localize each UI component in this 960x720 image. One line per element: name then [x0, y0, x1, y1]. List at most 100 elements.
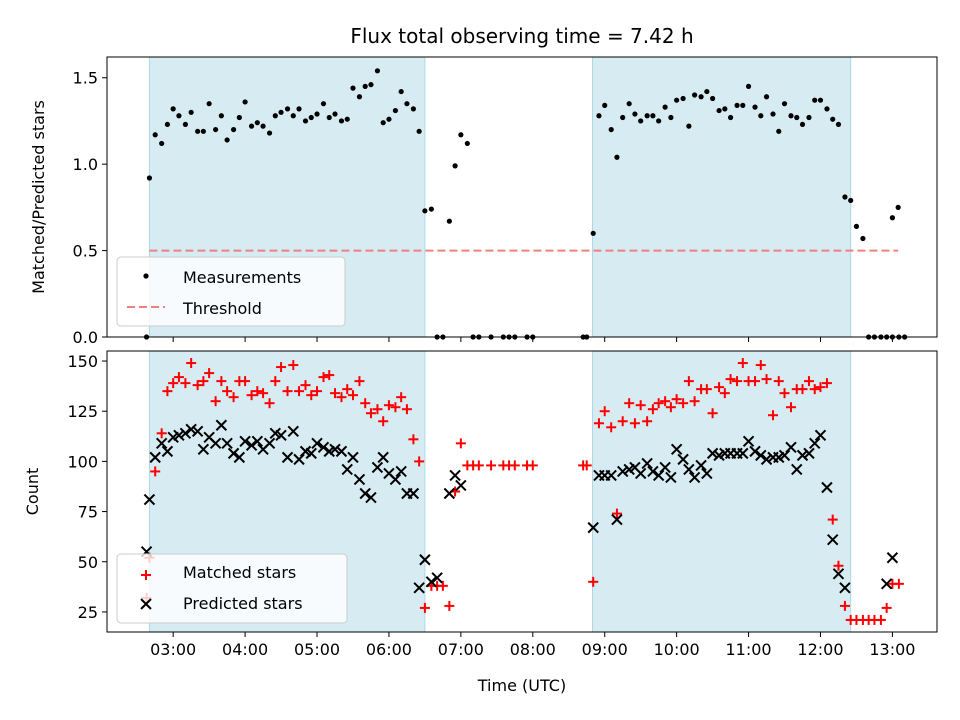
legend-threshold-label: Threshold: [182, 299, 262, 318]
measurement-point: [314, 111, 320, 117]
predicted-star-point: [353, 473, 366, 486]
predicted-star-point-b: [755, 449, 767, 462]
x-tick-label: 08:00: [510, 640, 556, 659]
predicted-star-point-b: [329, 443, 341, 456]
matched-star-point: [768, 410, 779, 421]
measurement-point: [776, 128, 782, 134]
predicted-star-point: [443, 487, 456, 500]
predicted-star-point-b: [335, 445, 348, 458]
measurement-point: [164, 121, 171, 128]
measurement-point: [452, 163, 458, 169]
measurement-point: [159, 140, 165, 147]
matched-star-point: [581, 460, 592, 471]
measurement-point: [320, 101, 327, 107]
predicted-star-point-b: [365, 491, 377, 504]
predicted-star-point-b: [791, 463, 803, 476]
predicted-star-point: [365, 491, 377, 504]
measurement-point: [380, 120, 386, 126]
measurement-point: [338, 118, 345, 124]
predicted-star-point-b: [886, 552, 899, 564]
matched-star-point: [192, 380, 203, 391]
predicted-star-point-b: [293, 453, 305, 466]
predicted-star-point: [215, 419, 228, 431]
matched-star-point: [282, 386, 293, 397]
matched-star-point: [258, 388, 269, 399]
measurement-point: [416, 128, 422, 134]
matched-star-point: [372, 404, 383, 415]
matched-star-point: [246, 390, 257, 401]
matched-star-point: [629, 418, 640, 429]
matched-star-point: [893, 578, 904, 589]
x-tick-label: 13:00: [869, 640, 915, 659]
predicted-star-point: [155, 437, 168, 450]
predicted-star-point-b: [299, 445, 312, 458]
measurement-point: [266, 130, 273, 136]
matched-star-point: [707, 408, 718, 419]
measurement-point: [812, 97, 818, 103]
matched-star-point: [378, 416, 389, 427]
measurement-point: [698, 94, 704, 100]
predicted-star-point-b: [760, 453, 773, 466]
matched-star-point: [204, 368, 215, 379]
predicted-star-point: [179, 427, 192, 439]
predicted-star-point-b: [629, 461, 641, 474]
measurement-point: [464, 140, 470, 147]
matched-star-point: [611, 508, 622, 519]
measurement-point: [458, 132, 464, 138]
matched-star-point: [881, 602, 892, 613]
predicted-star-point-b: [245, 439, 258, 452]
measurement-point: [446, 218, 452, 224]
matched-star-point: [312, 386, 323, 397]
predicted-star-point: [449, 469, 461, 482]
predicted-star-point-b: [652, 469, 665, 482]
predicted-star-point: [185, 423, 197, 435]
predicted-star-point-b: [611, 513, 623, 526]
matched-star-point: [689, 396, 700, 407]
measurement-point: [763, 94, 770, 100]
matched-star-point: [150, 466, 161, 477]
matched-star-point: [737, 358, 748, 369]
predicted-star-point-b: [143, 493, 156, 506]
measurement-point: [308, 114, 314, 121]
matched-star-point: [642, 416, 653, 427]
measurement-point: [344, 116, 350, 122]
predicted-star-point-b: [814, 429, 827, 442]
predicted-star-point: [665, 471, 677, 484]
predicted-star-point-b: [239, 435, 251, 448]
measurement-point: [404, 101, 410, 107]
matched-star-point: [365, 408, 376, 419]
predicted-star-point: [778, 449, 791, 462]
measurement-point: [206, 101, 212, 107]
measurement-point: [374, 68, 381, 74]
matched-star-point: [401, 404, 412, 415]
measurement-point: [835, 121, 842, 128]
measurement-point: [284, 106, 291, 112]
matched-star-point: [408, 434, 419, 445]
bottom-y-tick-label: 125: [67, 402, 98, 421]
top-y-tick-label: 0.5: [73, 242, 98, 261]
predicted-star-point: [647, 465, 659, 478]
predicted-star-point: [701, 467, 713, 480]
matched-star-point: [833, 560, 844, 571]
measurement-point: [758, 113, 764, 119]
matched-star-point: [329, 388, 340, 399]
measurement-point: [686, 123, 692, 129]
measurement-point: [770, 111, 776, 117]
matched-star-point: [300, 380, 311, 391]
predicted-star-point-b: [425, 576, 438, 588]
matched-star-point: [773, 376, 784, 387]
measurement-point: [632, 111, 638, 117]
x-tick-label: 04:00: [222, 640, 268, 659]
legend-measurements-marker: [143, 273, 149, 279]
matched-star-point: [342, 384, 353, 395]
predicted-star-point-b: [311, 437, 323, 450]
predicted-star-point: [755, 449, 767, 462]
matched-star-point: [162, 386, 173, 397]
bottom-legend: Matched stars Predicted stars: [116, 553, 348, 624]
legend-predicted-label: Predicted stars: [183, 594, 303, 613]
measurement-point: [722, 106, 728, 112]
measurement-point: [248, 123, 255, 129]
predicted-star-point: [305, 447, 317, 460]
measurement-point: [674, 97, 680, 103]
predicted-star-point: [371, 461, 384, 474]
